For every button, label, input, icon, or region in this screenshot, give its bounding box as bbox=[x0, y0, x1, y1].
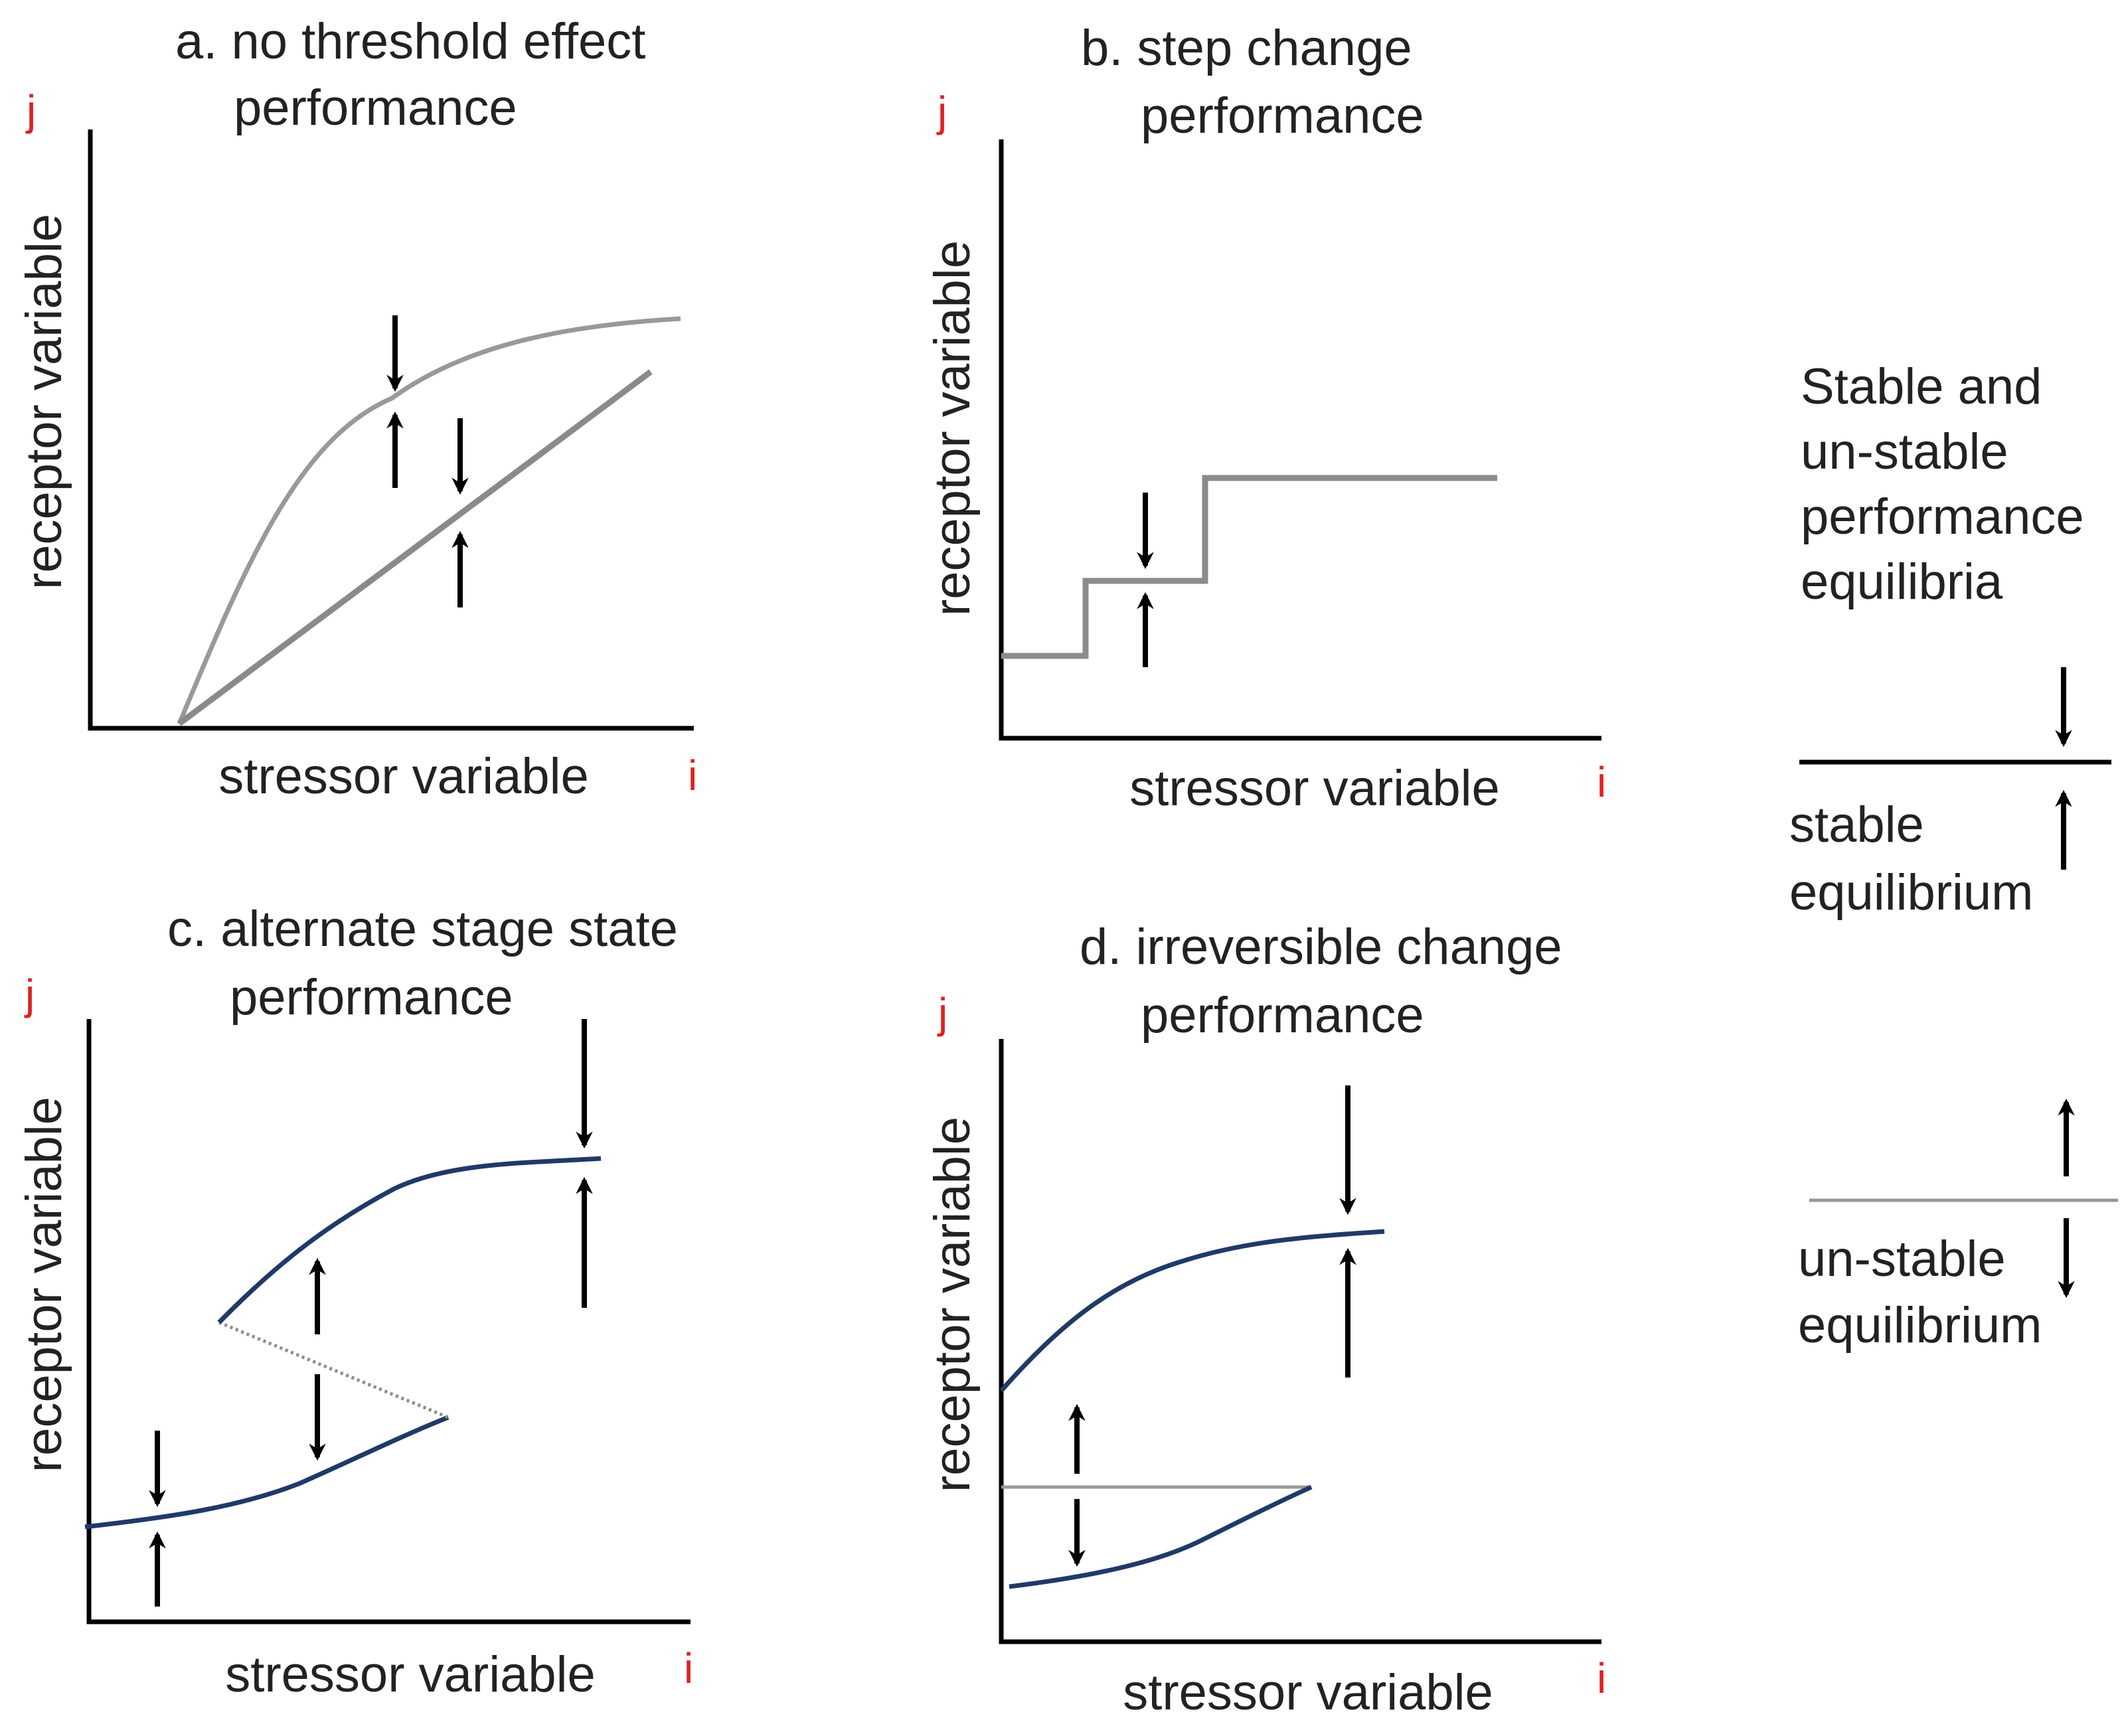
legend-stable-label-line-2: equilibrium bbox=[1789, 864, 2034, 921]
panel-a-title: a. no threshold effect bbox=[175, 13, 645, 70]
panel-d: d. irreversible change performance j i r… bbox=[924, 919, 1606, 1721]
legend-unstable-label-line-1: un-stable bbox=[1798, 1231, 2006, 1287]
panel-c: c. alternate stage state performance j i… bbox=[16, 901, 693, 1703]
panel-a-x-axis-title: stressor variable bbox=[218, 748, 589, 805]
panel-c-y-axis-title: receptor variable bbox=[16, 1097, 72, 1472]
panel-d-y-letter: j bbox=[937, 989, 947, 1037]
panel-c-title: c. alternate stage state bbox=[167, 901, 678, 957]
panel-d-y-axis-title: receptor variable bbox=[924, 1117, 981, 1492]
panel-c-unstable-branch bbox=[218, 1320, 449, 1419]
panel-b-step-curve bbox=[1001, 475, 1497, 659]
panel-d-title: d. irreversible change bbox=[1080, 919, 1562, 975]
panel-d-lower-branch bbox=[1009, 1484, 1313, 1589]
panel-b-axes bbox=[999, 139, 1601, 741]
legend: Stable and un-stable performance equilib… bbox=[1789, 358, 2118, 1354]
panel-c-axes bbox=[86, 1019, 691, 1624]
panel-a-y-letter: j bbox=[25, 86, 36, 134]
panel-c-upper-branch bbox=[217, 1156, 602, 1324]
panel-c-x-letter: i bbox=[684, 1644, 693, 1692]
panel-a-upper-curve bbox=[177, 316, 681, 725]
legend-stable-label-line-1: stable bbox=[1789, 797, 1924, 853]
legend-heading-line-3: performance bbox=[1801, 489, 2084, 545]
panel-b-title: b. step change bbox=[1081, 20, 1412, 76]
panel-c-subtitle: performance bbox=[230, 969, 513, 1026]
panel-d-x-letter: i bbox=[1597, 1654, 1606, 1702]
panel-d-x-axis-title: stressor variable bbox=[1123, 1664, 1493, 1721]
panel-d-axes bbox=[999, 1039, 1601, 1644]
panel-c-x-axis-title: stressor variable bbox=[225, 1646, 596, 1703]
panel-b-subtitle: performance bbox=[1141, 88, 1424, 144]
legend-unstable-label-line-2: equilibrium bbox=[1798, 1297, 2042, 1354]
panel-b-x-letter: i bbox=[1597, 758, 1606, 806]
panel-a-axes bbox=[88, 129, 694, 731]
panel-b-y-axis-title: receptor variable bbox=[924, 240, 981, 616]
panel-b: b. step change performance j i receptor … bbox=[924, 20, 1606, 817]
panel-a-straight-line bbox=[177, 369, 653, 726]
legend-heading-line-2: un-stable bbox=[1801, 424, 2008, 480]
panel-d-subtitle: performance bbox=[1141, 987, 1424, 1044]
panel-d-upper-branch bbox=[999, 1229, 1385, 1393]
panel-c-y-letter: j bbox=[24, 971, 35, 1018]
legend-heading-line-1: Stable and bbox=[1801, 358, 2042, 415]
panel-a-subtitle: performance bbox=[234, 80, 517, 136]
legend-heading-line-4: equilibria bbox=[1801, 554, 2003, 610]
panel-a-y-axis-title: receptor variable bbox=[16, 214, 72, 590]
panel-a: a. no threshold effect performance j i r… bbox=[16, 13, 697, 805]
panel-a-x-letter: i bbox=[688, 751, 697, 799]
panel-b-y-letter: j bbox=[936, 88, 947, 135]
panel-b-x-axis-title: stressor variable bbox=[1129, 760, 1500, 817]
panel-c-lower-branch bbox=[84, 1415, 450, 1530]
